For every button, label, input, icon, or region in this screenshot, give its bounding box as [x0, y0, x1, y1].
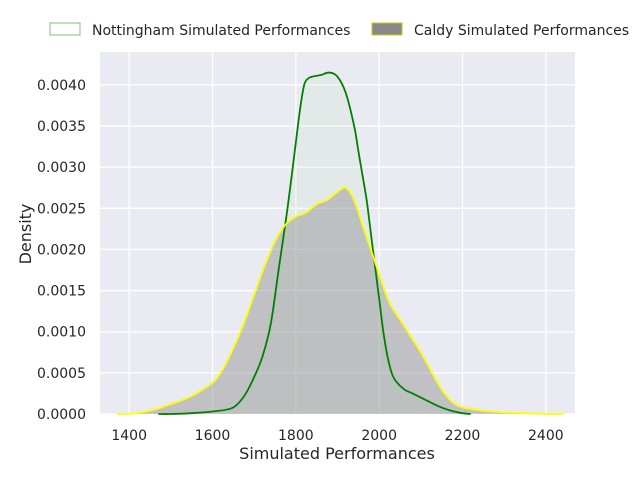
x-tick-labels: 1400 1600 1800 2000 2200 2400: [111, 428, 563, 444]
grid-lines: [100, 52, 575, 415]
density-fill-caldy: [116, 187, 565, 415]
legend-label-caldy: Caldy Simulated Performances: [414, 23, 629, 39]
y-tick-label: 0.0020: [37, 242, 86, 258]
y-tick-label: 0.0035: [37, 119, 86, 135]
x-tick-label: 2000: [361, 428, 397, 444]
y-tick-label: 0.0030: [37, 160, 86, 176]
density-fills: [116, 72, 565, 415]
y-tick-label: 0.0005: [37, 366, 86, 382]
y-tick-label: 0.0040: [37, 78, 86, 94]
density-line-caldy: [116, 186, 565, 416]
plot-background: [100, 52, 575, 414]
legend-swatch-caldy: [371, 22, 403, 36]
x-tick-label: 2400: [528, 428, 564, 444]
legend: Nottingham Simulated Performances Caldy …: [49, 22, 629, 39]
density-fill-nottingham: [158, 72, 471, 415]
density-lines: [116, 71, 565, 416]
y-axis-label: Density: [16, 204, 35, 265]
x-axis-label: Simulated Performances: [239, 444, 435, 463]
y-tick-labels: 0.0000 0.0005 0.0010 0.0015 0.0020 0.0025 0.00…: [37, 78, 86, 423]
y-tick-label: 0.0025: [37, 201, 86, 217]
density-line-nottingham: [158, 71, 471, 415]
x-tick-label: 2200: [445, 428, 481, 444]
y-tick-label: 0.0015: [37, 284, 86, 300]
y-tick-label: 0.0000: [37, 407, 86, 423]
x-tick-label: 1600: [195, 428, 231, 444]
y-tick-label: 0.0010: [37, 325, 86, 341]
legend-label-nottingham: Nottingham Simulated Performances: [92, 23, 350, 39]
x-tick-label: 1800: [278, 428, 314, 444]
legend-swatch-nottingham: [49, 22, 81, 36]
x-tick-label: 1400: [111, 428, 147, 444]
